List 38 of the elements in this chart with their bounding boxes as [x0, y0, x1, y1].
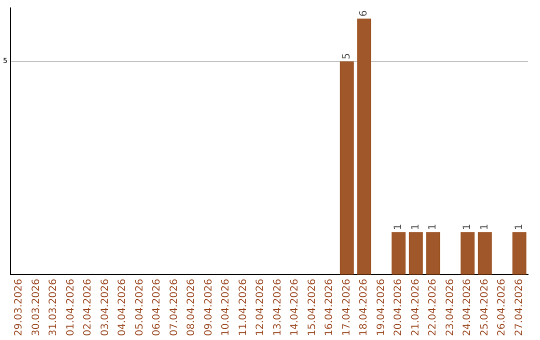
- x-tick-label: 23.04.2026: [444, 278, 456, 336]
- x-tick-label: 09.04.2026: [203, 278, 214, 336]
- x-tick-label: 22.04.2026: [428, 278, 439, 336]
- x-tick-label: 02.04.2026: [82, 278, 94, 336]
- x-tick-label: 11.04.2026: [238, 278, 249, 336]
- data-label: 6: [358, 10, 370, 17]
- x-tick-label: 29.03.2026: [14, 278, 25, 336]
- x-tick-label: 24.04.2026: [462, 278, 474, 336]
- x-tick-label: 19.04.2026: [376, 278, 387, 336]
- data-label: 1: [462, 224, 474, 230]
- data-label: 1: [514, 224, 525, 230]
- x-tick-label: 12.04.2026: [255, 278, 266, 336]
- x-tick-label: 31.03.2026: [48, 278, 60, 336]
- data-label: 1: [479, 224, 490, 230]
- x-tick-label: 26.04.2026: [496, 278, 508, 336]
- x-tick-label: 30.03.2026: [30, 278, 42, 336]
- x-tick-label: 25.04.2026: [479, 278, 490, 336]
- x-tick-label: 16.04.2026: [324, 278, 336, 336]
- x-tick-label: 08.04.2026: [186, 278, 198, 336]
- x-tick-label: 07.04.2026: [168, 278, 180, 336]
- x-tick-label: 20.04.2026: [393, 278, 404, 336]
- x-tick-label: 01.04.2026: [65, 278, 76, 336]
- x-tick-label: 13.04.2026: [272, 278, 284, 336]
- x-tick-label: 05.04.2026: [134, 278, 146, 336]
- x-tick-label: 15.04.2026: [306, 278, 318, 336]
- data-label: 1: [410, 224, 422, 230]
- data-label: 1: [428, 224, 439, 230]
- x-tick-label: 10.04.2026: [220, 278, 232, 336]
- x-tick-label: 06.04.2026: [152, 278, 163, 336]
- x-tick-label: 21.04.2026: [410, 278, 422, 336]
- data-label: 5: [341, 52, 352, 60]
- x-tick-label: 17.04.2026: [341, 278, 352, 336]
- x-tick-label: 04.04.2026: [117, 278, 128, 336]
- x-tick-label: 27.04.2026: [514, 278, 525, 336]
- x-tick-label: 14.04.2026: [290, 278, 301, 336]
- data-label: 1: [393, 224, 404, 230]
- x-tick-label: 18.04.2026: [358, 278, 370, 336]
- x-tick-label: 03.04.2026: [100, 278, 111, 336]
